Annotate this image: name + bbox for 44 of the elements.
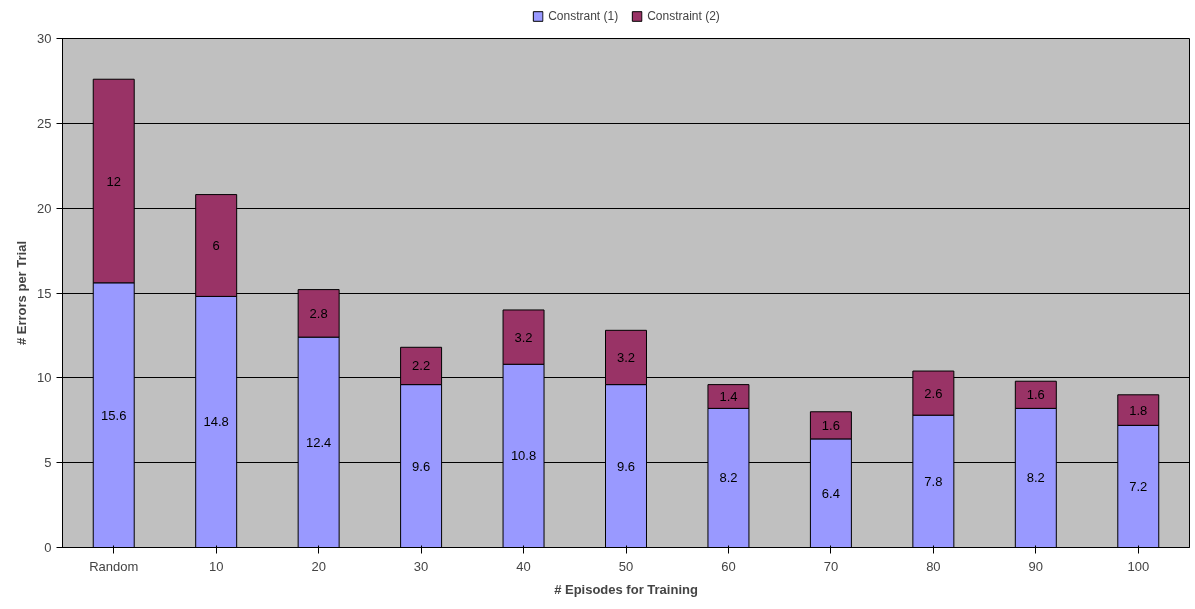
x-tick-label: 100: [1127, 558, 1150, 574]
data-label: 10.8: [510, 448, 537, 464]
x-tick-label: Random: [89, 558, 139, 574]
data-label: 8.2: [719, 470, 738, 486]
x-tick-label: 60: [721, 558, 736, 574]
x-tick-label: 80: [926, 558, 941, 574]
data-label: 2.8: [309, 305, 328, 321]
data-label: 1.4: [719, 389, 738, 404]
y-tick-label: 15: [37, 285, 52, 301]
x-tick-label: 50: [618, 558, 634, 574]
legend-label: Constrant (1): [548, 9, 619, 23]
data-label: 2.2: [412, 358, 431, 374]
data-label: 1.8: [1129, 402, 1148, 418]
data-label: 15.6: [101, 407, 127, 423]
data-label: 12: [106, 173, 121, 189]
data-label: 2.6: [924, 385, 943, 401]
data-label: 1.6: [821, 417, 840, 433]
data-label: 7.8: [924, 473, 943, 489]
legend-label: Constraint (2): [647, 9, 720, 23]
data-label: 6: [212, 237, 220, 253]
data-label: 1.6: [1026, 387, 1045, 403]
data-label: 6.4: [821, 485, 840, 501]
y-tick-label: 30: [37, 31, 52, 46]
data-label: 9.6: [616, 458, 636, 474]
data-label: 8.2: [1026, 470, 1045, 486]
data-label: 7.2: [1129, 478, 1148, 494]
x-tick-label: 20: [311, 558, 326, 574]
x-tick-label: 40: [516, 558, 531, 574]
x-tick-label: 10: [208, 558, 224, 574]
y-tick-label: 20: [37, 200, 52, 216]
y-tick-label: 10: [37, 370, 52, 386]
y-axis-title: # Errors per Trial: [14, 240, 30, 346]
y-tick-label: 25: [37, 115, 52, 131]
y-tick-label: 5: [44, 455, 52, 471]
data-label: 12.4: [305, 434, 332, 450]
x-tick-label: 90: [1028, 558, 1044, 574]
x-axis-title: # Episodes for Training: [554, 581, 698, 597]
data-label: 3.2: [616, 349, 636, 365]
data-label: 14.8: [203, 414, 229, 430]
y-tick-label: 0: [44, 540, 52, 555]
x-tick-label: 30: [413, 558, 429, 574]
x-tick-label: 70: [823, 558, 839, 574]
data-label: 9.6: [412, 458, 431, 474]
data-label: 3.2: [514, 329, 533, 345]
